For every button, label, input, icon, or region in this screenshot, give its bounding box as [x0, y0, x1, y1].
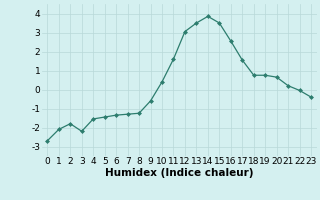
- X-axis label: Humidex (Indice chaleur): Humidex (Indice chaleur): [105, 168, 253, 178]
